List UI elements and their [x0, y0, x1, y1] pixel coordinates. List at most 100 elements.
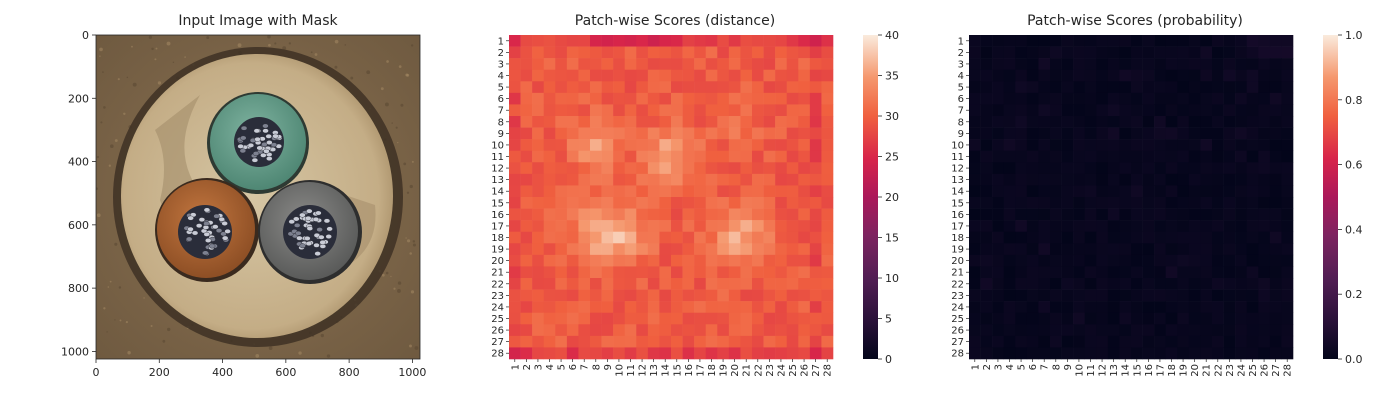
heatmap-cell: [624, 301, 637, 314]
heatmap-cell: [1281, 150, 1294, 163]
heatmap-cell: [705, 116, 718, 128]
heatmap-cell: [555, 58, 568, 71]
heatmap-cell: [1188, 312, 1201, 325]
heatmap-cell: [532, 35, 545, 47]
y-tick-label: 0: [82, 29, 89, 42]
heatmap-cell: [1200, 208, 1213, 221]
heatmap-cell: [520, 35, 533, 47]
heatmap-cell: [821, 46, 834, 59]
heatmap-cell: [763, 324, 776, 337]
heatmap-cell: [728, 243, 741, 256]
heatmap-cell: [578, 58, 591, 71]
heatmap-cell: [1050, 46, 1062, 59]
heatmap-cell: [1015, 208, 1028, 221]
heatmap-cell: [728, 254, 741, 267]
heatmap-cell: [786, 266, 799, 279]
heatmap-cell: [1177, 35, 1190, 47]
heatmap-cell: [705, 324, 718, 337]
row-tick-label: 27: [491, 337, 504, 348]
heatmap-cell: [809, 197, 822, 209]
heatmap-cell: [705, 266, 718, 279]
heatmap-cell: [566, 301, 579, 314]
heatmap-cell: [752, 116, 764, 128]
heatmap-cell: [1061, 81, 1074, 94]
heatmap-cell: [1015, 278, 1028, 290]
heatmap-cell: [520, 301, 533, 314]
heatmap-cell: [969, 278, 981, 290]
heatmap-cell: [1223, 231, 1236, 244]
x-tick-label: 1000: [398, 366, 426, 379]
heatmap-cell: [520, 150, 533, 163]
heatmap-cell: [1154, 231, 1167, 244]
row-tick-label: 9: [958, 129, 964, 140]
heatmap-cell: [752, 197, 764, 209]
heatmap-cell: [590, 81, 602, 94]
heatmap-cell: [1200, 220, 1213, 233]
heatmap-cell: [520, 312, 533, 325]
heatmap-cell: [613, 162, 626, 175]
heatmap-cell: [1107, 208, 1120, 221]
heatmap-cell: [809, 324, 822, 337]
heatmap-cell: [613, 278, 626, 290]
heatmap-cell: [1246, 220, 1259, 233]
heatmap-cell: [821, 139, 834, 152]
heatmap-cell: [821, 92, 834, 105]
heatmap-cell: [1235, 150, 1248, 163]
heatmap-cell: [798, 185, 811, 198]
heatmap-cell: [1084, 173, 1097, 186]
heatmap-cell: [1235, 35, 1248, 47]
row-tick-label: 22: [951, 279, 964, 290]
heatmap-cell: [1084, 150, 1097, 163]
heatmap-cell: [1188, 347, 1201, 360]
heatmap-cell: [1177, 139, 1190, 152]
heatmap-cell: [647, 312, 660, 325]
heatmap-cell: [1212, 104, 1224, 117]
heatmap-cell: [543, 58, 556, 71]
heatmap-cell: [786, 81, 799, 94]
heatmap-cell: [717, 46, 730, 59]
heatmap-cell: [1246, 347, 1259, 360]
heatmap-cell: [980, 162, 993, 175]
heatmap-cell: [601, 231, 614, 244]
heatmap-cell: [1084, 92, 1097, 105]
heatmap-cell: [1281, 278, 1294, 290]
heatmap-cell: [590, 127, 602, 140]
row-tick-label: 1: [958, 36, 964, 47]
heatmap-cell: [694, 301, 707, 314]
heatmap-cell: [1223, 301, 1236, 314]
heatmap-cell: [717, 69, 730, 82]
heatmap-cell: [1073, 162, 1086, 175]
row-tick-label: 5: [958, 83, 964, 94]
heatmap-cell: [1119, 104, 1132, 117]
y-tick-label: 1000: [61, 345, 89, 358]
colorbar-tick-label: 0.6: [1345, 159, 1363, 172]
heatmap-cell: [786, 162, 799, 175]
heatmap-cell: [775, 46, 788, 59]
heatmap-cell: [992, 266, 1005, 279]
heatmap-cell: [601, 69, 614, 82]
heatmap-cell: [821, 231, 834, 244]
heatmap-cell: [532, 231, 545, 244]
heatmap-cell: [1107, 254, 1120, 267]
col-tick-label: 17: [1155, 364, 1166, 377]
heatmap-cell: [1200, 197, 1213, 209]
heatmap-cell: [1142, 335, 1155, 348]
heatmap-cell: [1212, 220, 1224, 233]
heatmap-cell: [1235, 173, 1248, 186]
heatmap-cell: [1258, 127, 1271, 140]
heatmap-cell: [590, 243, 602, 256]
heatmap-cell: [1165, 162, 1178, 175]
panel-input-image: Input Image with Mask 0 200 400 600 800 10000…: [61, 13, 426, 379]
col-tick-label: 22: [753, 364, 764, 377]
heatmap-cell: [980, 173, 993, 186]
col-tick-label: 2: [982, 364, 993, 370]
heatmap-cell: [763, 104, 776, 117]
heatmap-cell: [1107, 116, 1120, 128]
heatmap-cell: [705, 69, 718, 82]
heatmap-cell: [659, 197, 672, 209]
heatmap-cell: [624, 81, 637, 94]
heatmap-cell: [624, 104, 637, 117]
heatmap-cell: [1061, 254, 1074, 267]
heatmap-cell: [1084, 254, 1097, 267]
